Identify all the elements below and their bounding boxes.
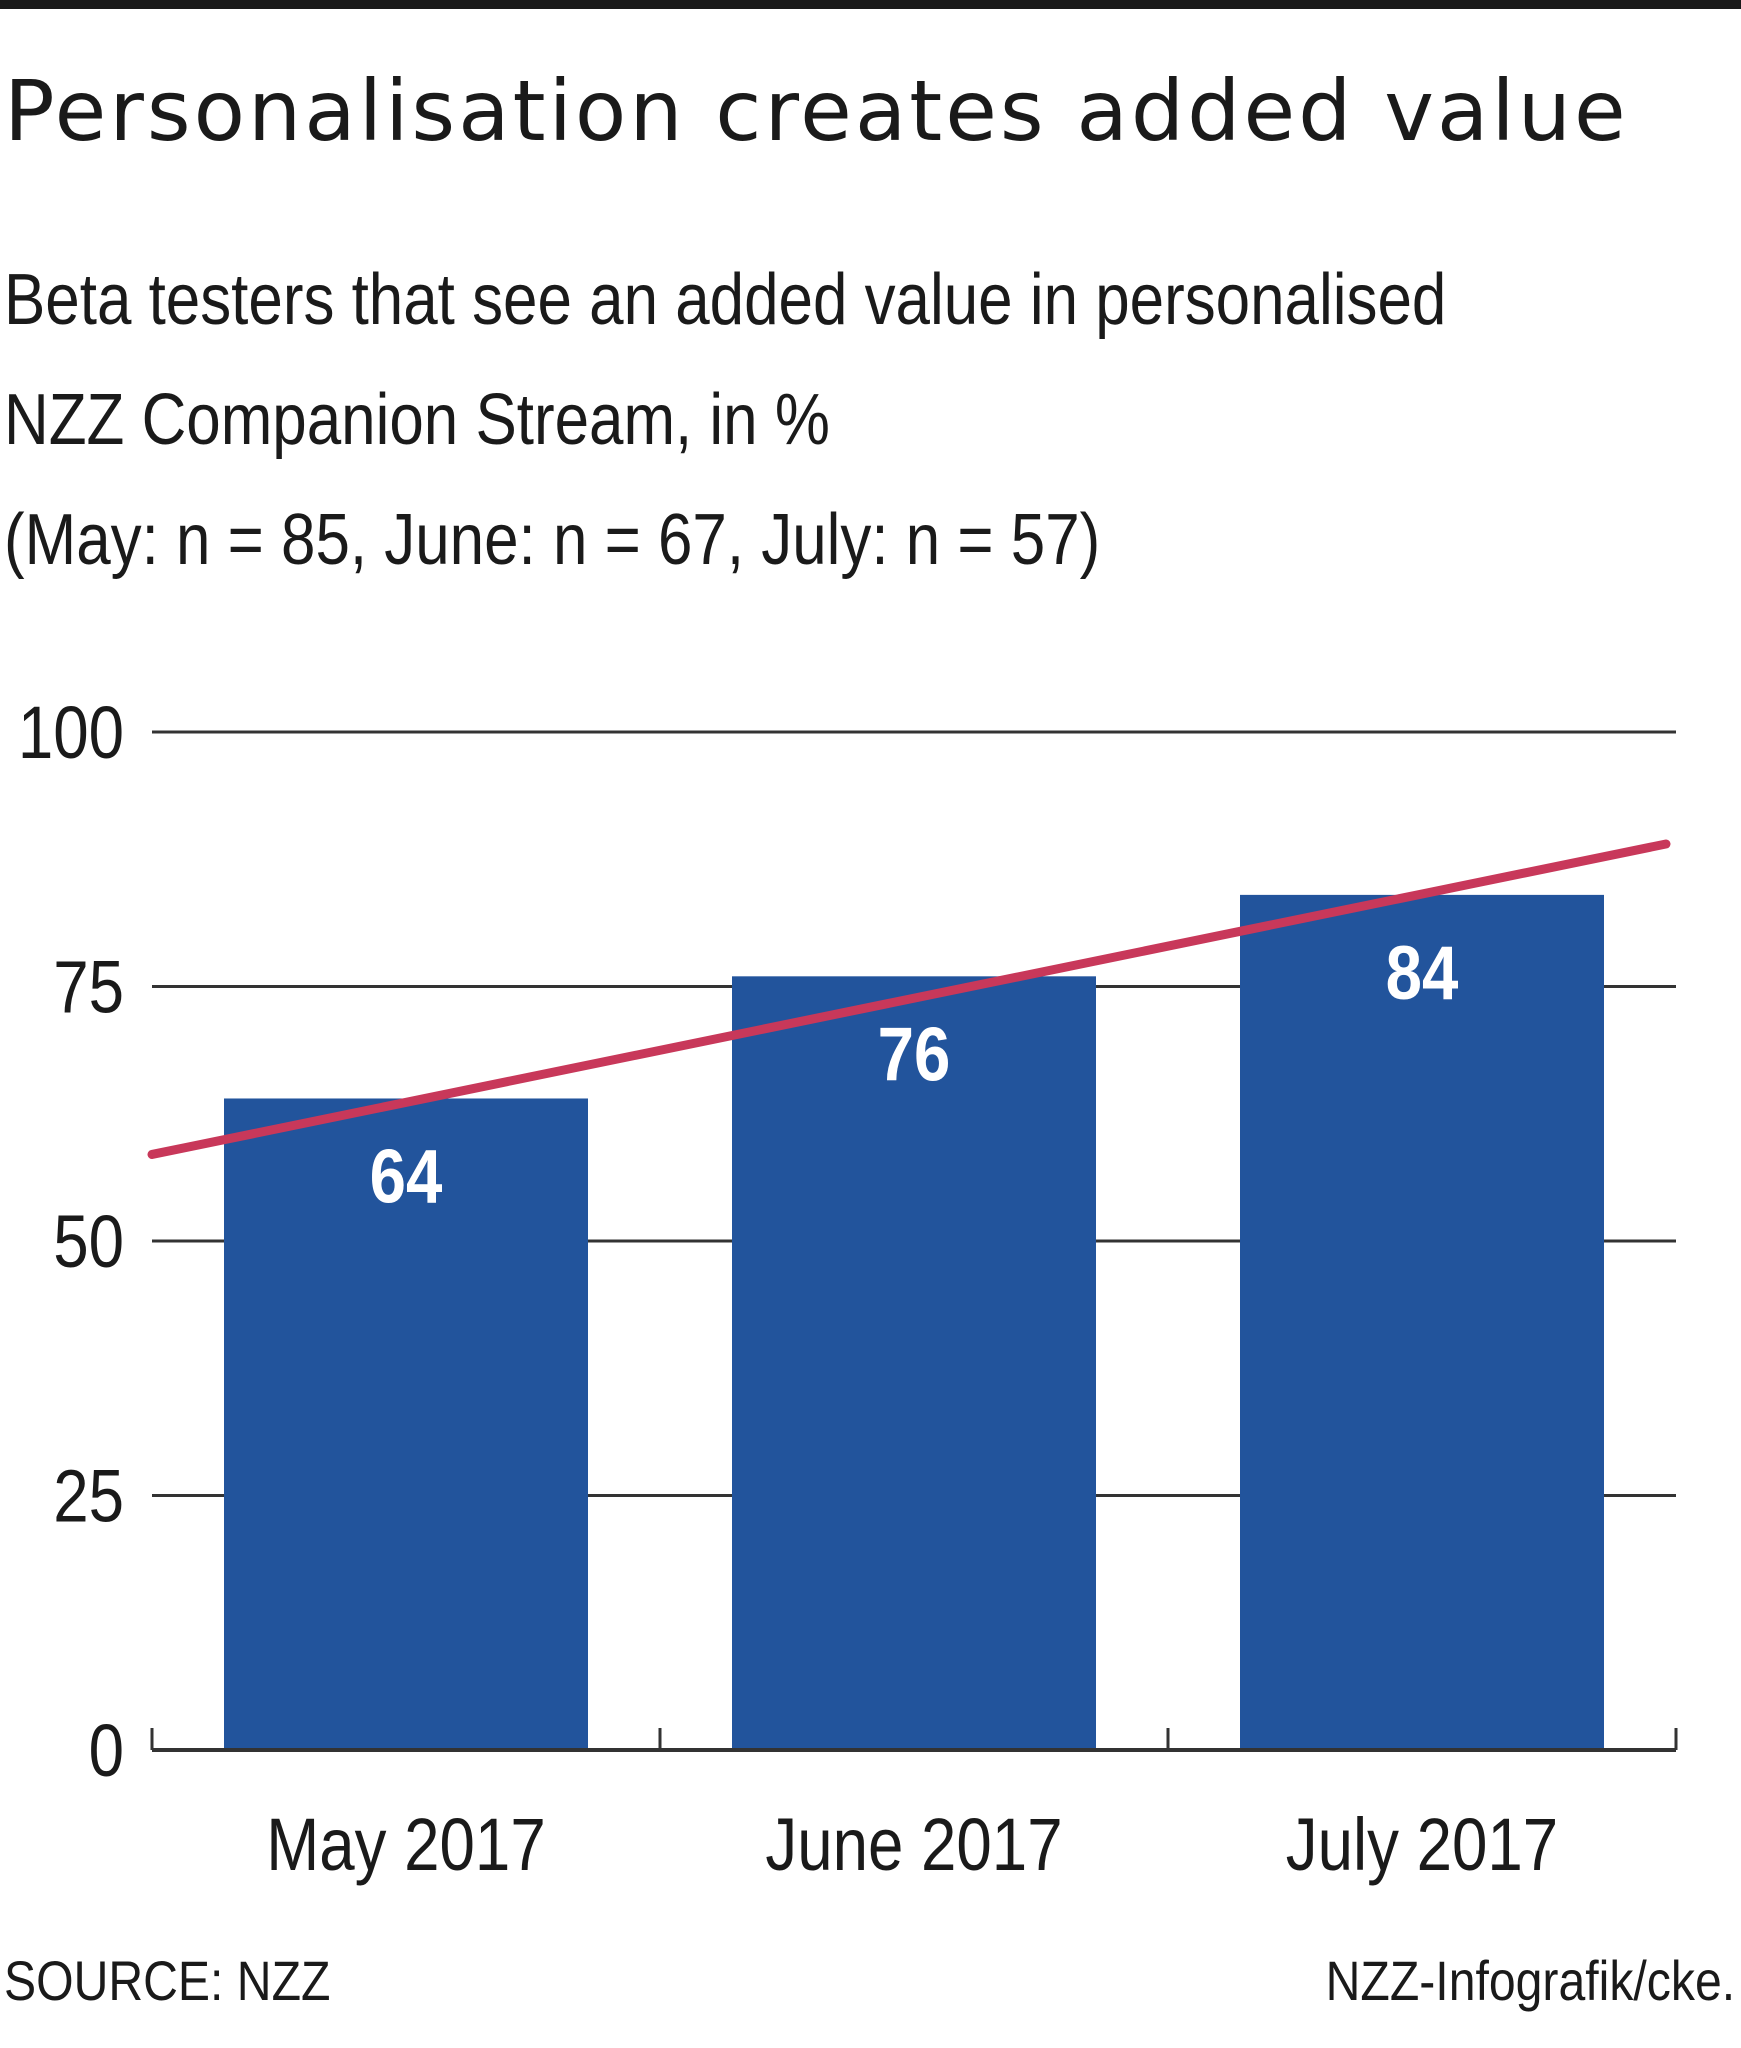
y-tick-label: 25 xyxy=(53,1455,124,1538)
chart-subtitle: Beta testers that see an added value in … xyxy=(4,240,1715,600)
bar-chart: 64 76 84 0 25 50 75 100 May 2017 June 2017 July 2… xyxy=(18,692,1678,1887)
data-labels: 64 76 84 xyxy=(370,931,1459,1219)
subtitle-line-1: Beta testers that see an added value in … xyxy=(4,260,1447,340)
trend-line xyxy=(147,839,1671,1159)
credit-note: NZZ-Infografik/cke. xyxy=(1325,1949,1735,2012)
subtitle-line-3: (May: n = 85, June: n = 67, July: n = 57… xyxy=(4,500,1101,580)
source-note: SOURCE: NZZ xyxy=(4,1949,331,2012)
trend-line-group xyxy=(147,839,1671,1159)
bar-value-label: 84 xyxy=(1386,931,1459,1016)
y-tick-label: 0 xyxy=(89,1710,124,1793)
y-tick-label: 100 xyxy=(18,692,124,775)
top-rule xyxy=(0,0,1741,9)
bar-value-label: 64 xyxy=(370,1135,443,1220)
bars xyxy=(224,894,1604,1750)
chart-title: Personalisation creates added value xyxy=(4,62,1629,160)
axes: 0 25 50 75 100 May 2017 June 2017 July 2017 xyxy=(18,692,1678,1887)
bar xyxy=(1240,894,1604,1750)
bar xyxy=(224,1098,588,1750)
bar xyxy=(732,976,1096,1750)
x-tick-label: May 2017 xyxy=(266,1804,545,1887)
x-tick-label: July 2017 xyxy=(1286,1804,1558,1887)
y-tick-label: 75 xyxy=(53,946,124,1029)
x-tick-label: June 2017 xyxy=(765,1804,1062,1887)
y-tick-label: 50 xyxy=(53,1201,124,1284)
bar-value-label: 76 xyxy=(878,1013,951,1098)
subtitle-line-2: NZZ Companion Stream, in % xyxy=(4,380,830,460)
